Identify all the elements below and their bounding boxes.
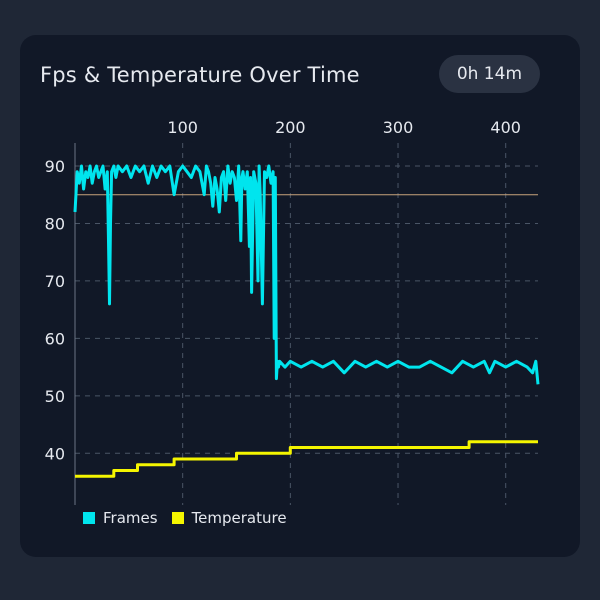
y-tick-label-60: 60 [45, 329, 65, 348]
series-line-frames [73, 164, 540, 385]
series-line-temperature [75, 440, 538, 478]
legend-label-temperature: Temperature [191, 509, 287, 527]
tick-labels: 40 50 60 70 80 90 100 200 300 400 [45, 118, 521, 463]
duration-badge[interactable]: 0h 14m [438, 55, 540, 93]
y-tick-label-50: 50 [45, 387, 65, 406]
x-tick-label-400: 400 [490, 118, 521, 137]
grid-lines [74, 143, 538, 505]
y-tick-label-70: 70 [45, 272, 65, 291]
x-tick-label-300: 300 [383, 118, 414, 137]
legend-label-frames: Frames [103, 509, 158, 527]
legend-item-temperature[interactable]: Temperature [171, 509, 287, 527]
frames-swatch [83, 512, 95, 524]
x-tick-label-200: 200 [275, 118, 306, 137]
series-lines [73, 164, 540, 478]
legend: Frames Temperature [83, 509, 287, 527]
y-tick-label-90: 90 [45, 157, 65, 176]
y-tick-label-80: 80 [45, 214, 65, 233]
temperature-swatch [171, 512, 184, 524]
line-chart: 40 50 60 70 80 90 100 200 300 400 [45, 118, 540, 505]
y-tick-label-40: 40 [45, 444, 65, 463]
chart-title: Fps & Temperature Over Time [40, 63, 360, 87]
x-tick-label-100: 100 [167, 118, 198, 137]
chart-card: Fps & Temperature Over Time 0h 14m 40 50 6… [20, 35, 580, 557]
legend-item-frames[interactable]: Frames [83, 509, 158, 527]
